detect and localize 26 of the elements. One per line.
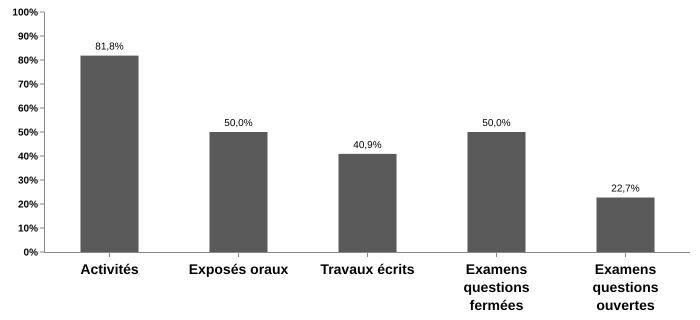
- x-tick-label: Travaux écrits: [320, 260, 415, 277]
- data-label: 50,0%: [224, 118, 253, 129]
- y-tick-label: 0%: [24, 248, 38, 258]
- y-tick-label: 80%: [18, 56, 38, 66]
- data-label: 22,7%: [611, 184, 640, 195]
- x-tick-label: Exposés oraux: [188, 260, 289, 277]
- data-label: 50,0%: [482, 118, 511, 129]
- x-tick-label: Activités: [80, 260, 139, 277]
- y-tick-label: 60%: [18, 104, 38, 114]
- bar: [80, 56, 139, 252]
- bar: [338, 154, 397, 252]
- bar: [596, 198, 655, 252]
- x-tick-label: Examens questions ouvertes: [592, 260, 659, 314]
- y-tick-label: 20%: [18, 200, 38, 210]
- x-tick-label: Examens questions fermées: [463, 260, 530, 314]
- y-tick-label: 10%: [18, 224, 38, 234]
- y-tick-label: 100%: [12, 8, 38, 18]
- y-tick-label: 90%: [18, 32, 38, 42]
- y-tick-label: 70%: [18, 80, 38, 90]
- y-tick-label: 50%: [18, 128, 38, 138]
- y-tick-label: 30%: [18, 176, 38, 186]
- data-label: 81,8%: [95, 42, 124, 53]
- bar: [209, 132, 268, 252]
- y-tick-label: 40%: [18, 152, 38, 162]
- bar: [467, 132, 526, 252]
- data-label: 40,9%: [353, 140, 382, 151]
